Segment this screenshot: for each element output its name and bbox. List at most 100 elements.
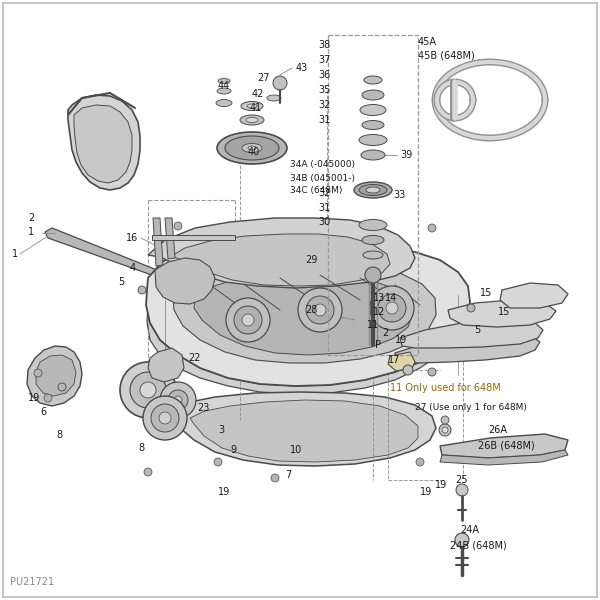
- Ellipse shape: [354, 182, 392, 198]
- Text: 9: 9: [230, 445, 236, 455]
- Circle shape: [159, 412, 171, 424]
- Polygon shape: [448, 300, 556, 327]
- Text: 42: 42: [252, 89, 265, 99]
- Text: 2: 2: [382, 328, 388, 338]
- Text: 13: 13: [373, 293, 385, 303]
- Polygon shape: [190, 400, 418, 462]
- Ellipse shape: [362, 90, 384, 100]
- Polygon shape: [146, 240, 470, 386]
- Circle shape: [130, 372, 166, 408]
- Ellipse shape: [364, 76, 382, 84]
- Text: 29: 29: [305, 255, 317, 265]
- Polygon shape: [27, 346, 82, 406]
- Text: PU21721: PU21721: [10, 577, 54, 587]
- Circle shape: [226, 298, 270, 342]
- Polygon shape: [45, 228, 162, 278]
- Polygon shape: [400, 320, 543, 348]
- Text: 39: 39: [400, 150, 412, 160]
- Text: 8: 8: [56, 430, 62, 440]
- Ellipse shape: [247, 104, 257, 108]
- Ellipse shape: [361, 150, 385, 160]
- Text: 37: 37: [318, 55, 331, 65]
- Circle shape: [439, 424, 451, 436]
- Text: 5: 5: [118, 277, 124, 287]
- Text: 19: 19: [420, 487, 432, 497]
- Ellipse shape: [246, 118, 258, 122]
- Polygon shape: [388, 352, 415, 371]
- Circle shape: [467, 304, 475, 312]
- Circle shape: [242, 314, 254, 326]
- Text: 28: 28: [305, 305, 317, 315]
- Ellipse shape: [362, 121, 384, 130]
- Text: 45A: 45A: [418, 37, 437, 47]
- Ellipse shape: [359, 220, 387, 230]
- Ellipse shape: [242, 143, 262, 152]
- Circle shape: [378, 294, 406, 322]
- Circle shape: [403, 365, 413, 375]
- Ellipse shape: [366, 187, 380, 193]
- Ellipse shape: [217, 88, 231, 94]
- Circle shape: [151, 404, 179, 432]
- Polygon shape: [173, 263, 436, 363]
- Text: 19: 19: [28, 393, 40, 403]
- Text: 6: 6: [40, 407, 46, 417]
- Ellipse shape: [363, 251, 383, 259]
- Circle shape: [144, 468, 152, 476]
- Polygon shape: [440, 450, 568, 465]
- Text: 41: 41: [250, 103, 262, 113]
- Circle shape: [168, 390, 188, 410]
- Text: 12: 12: [373, 307, 385, 317]
- Polygon shape: [440, 434, 568, 458]
- Text: 23: 23: [197, 403, 209, 413]
- Text: 35: 35: [318, 85, 331, 95]
- Text: 4: 4: [130, 263, 136, 273]
- Polygon shape: [174, 392, 436, 466]
- Circle shape: [34, 369, 42, 377]
- Circle shape: [271, 474, 279, 482]
- Circle shape: [44, 394, 52, 402]
- Circle shape: [234, 306, 262, 334]
- Text: 26B (648M): 26B (648M): [478, 440, 535, 450]
- Text: 34B (045001-): 34B (045001-): [290, 173, 355, 182]
- Ellipse shape: [218, 79, 230, 83]
- Polygon shape: [155, 258, 215, 304]
- Text: 14: 14: [385, 293, 397, 303]
- Text: 24A: 24A: [460, 525, 479, 535]
- Text: 26A: 26A: [488, 425, 507, 435]
- Circle shape: [214, 458, 222, 466]
- Circle shape: [174, 222, 182, 230]
- Polygon shape: [147, 305, 468, 394]
- Text: 40: 40: [248, 147, 260, 157]
- Text: 30: 30: [318, 217, 330, 227]
- Text: 15: 15: [480, 288, 493, 298]
- Text: 25: 25: [455, 475, 467, 485]
- Text: 16: 16: [126, 233, 138, 243]
- Text: 44: 44: [218, 81, 230, 91]
- Ellipse shape: [362, 235, 384, 245]
- Polygon shape: [152, 235, 235, 240]
- Circle shape: [370, 286, 414, 330]
- Polygon shape: [68, 95, 140, 190]
- Text: 34C (648M): 34C (648M): [290, 187, 343, 196]
- Text: 32: 32: [318, 188, 331, 198]
- Text: 11 Only used for 648M: 11 Only used for 648M: [390, 383, 501, 393]
- Text: 1: 1: [12, 249, 18, 259]
- Text: 45B (648M): 45B (648M): [418, 50, 475, 60]
- Text: 1: 1: [28, 227, 34, 237]
- Text: 10: 10: [290, 445, 302, 455]
- Circle shape: [428, 224, 436, 232]
- Ellipse shape: [241, 101, 263, 110]
- Circle shape: [58, 383, 66, 391]
- Text: 2: 2: [28, 213, 34, 223]
- Text: 19: 19: [435, 480, 447, 490]
- Polygon shape: [395, 334, 540, 363]
- Ellipse shape: [359, 185, 387, 196]
- Polygon shape: [148, 218, 415, 288]
- Text: 7: 7: [285, 470, 291, 480]
- Ellipse shape: [360, 104, 386, 115]
- Text: 17: 17: [388, 355, 400, 365]
- Text: 19: 19: [395, 335, 407, 345]
- Polygon shape: [168, 234, 390, 286]
- Circle shape: [455, 533, 469, 547]
- Circle shape: [442, 427, 448, 433]
